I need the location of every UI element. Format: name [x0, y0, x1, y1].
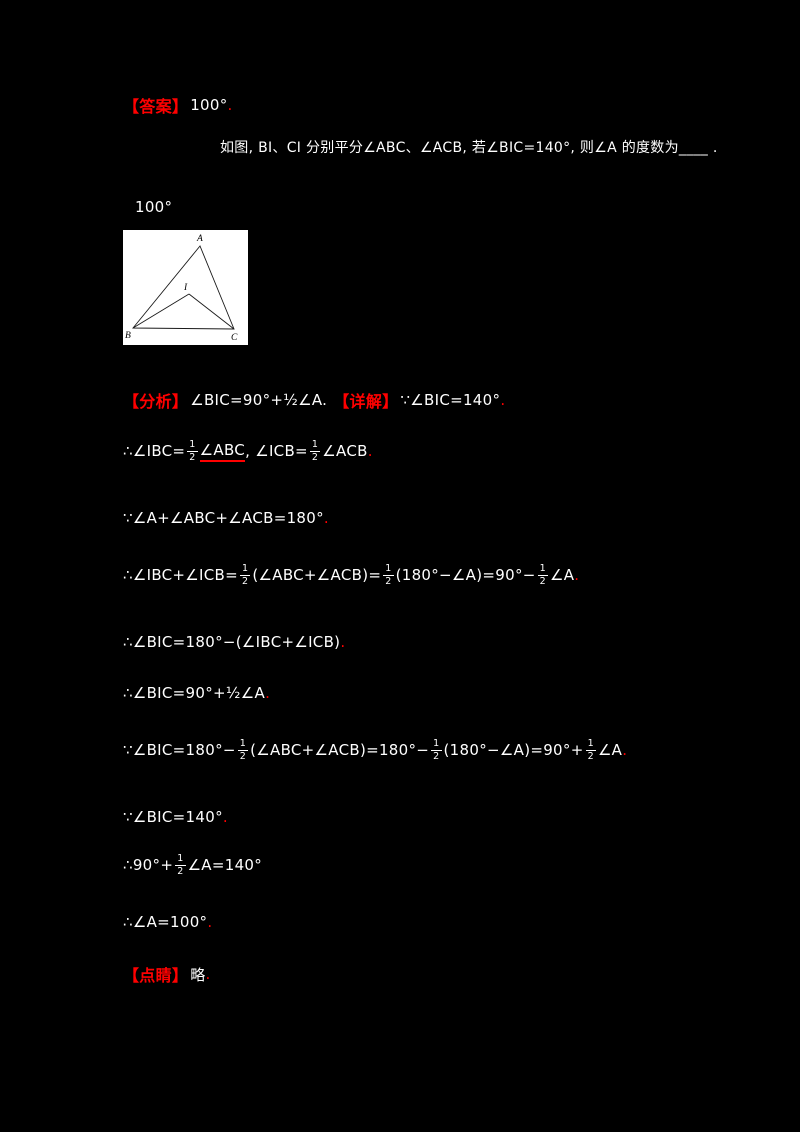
step-text: (180°−∠A)=90°+: [443, 741, 584, 760]
fraction-denominator: 2: [587, 750, 594, 762]
step-line-bic-expression: ∴∠BIC=180°−(∠IBC+∠ICB) .: [123, 633, 345, 651]
fraction-denominator: 2: [539, 575, 546, 587]
summary-period: .: [205, 965, 211, 983]
step-line-conclusion: ∴∠A=100° .: [123, 913, 212, 931]
step-period: .: [265, 684, 271, 702]
summary-line: 【点睛】 略 .: [123, 962, 211, 986]
analysis-label: 【分析】: [123, 392, 189, 411]
step-text: (∠ABC+∠ACB)=180°−: [250, 741, 430, 760]
step-text: ∵∠A+∠ABC+∠ACB=180°: [123, 509, 324, 527]
step-text: , ∠ICB=: [245, 442, 308, 461]
summary-label: 【点睛】: [123, 966, 189, 985]
answer-value: 100°: [190, 96, 228, 114]
fraction-numerator: 1: [187, 439, 198, 452]
step-line-bic-formula: ∴∠BIC=90°+½∠A .: [123, 684, 270, 702]
detail-text: ∵∠BIC=140°: [400, 391, 501, 409]
step-line-given-bic: ∵∠BIC=140° .: [123, 808, 228, 826]
fraction-numerator: 1: [431, 738, 442, 751]
bisector-bi: [132, 293, 190, 329]
triangle-figure: A B C I: [123, 230, 248, 345]
answer-fill-line: 100°: [135, 198, 172, 216]
detail-label: 【详解】: [333, 392, 399, 411]
fraction-denominator: 2: [239, 750, 247, 762]
fraction-denominator: 2: [433, 750, 440, 762]
step-text: ∠A: [597, 741, 623, 760]
step-text: (180°−∠A)=90°−: [395, 566, 536, 585]
step-period: .: [340, 633, 346, 651]
fraction-denominator: 2: [189, 451, 196, 463]
problem-text: 如图, BI、CI 分别平分∠ABC、∠ACB, 若∠BIC=140°, 则∠A…: [220, 140, 718, 156]
step-text: ∵∠BIC=140°: [123, 808, 223, 826]
bisector-ci: [188, 293, 235, 330]
incenter-label-i: I: [183, 283, 188, 293]
analysis-line: 【分析】 ∠BIC=90°+½∠A. 【详解】 ∵∠BIC=140° .: [123, 388, 505, 412]
vertex-label-b: B: [125, 331, 131, 341]
fraction-numerator: 1: [383, 563, 394, 576]
step-period: .: [574, 566, 580, 585]
fraction-numerator: 1: [585, 738, 596, 751]
problem-statement: 如图, BI、CI 分别平分∠ABC、∠ACB, 若∠BIC=140°, 则∠A…: [220, 137, 718, 157]
step-text: ∠A=140°: [187, 856, 263, 875]
step-period: .: [622, 741, 628, 760]
step-text: ∵∠BIC=180°−: [123, 741, 236, 760]
triangle-svg: A B C I: [125, 234, 238, 343]
step-text: ∴∠IBC=: [123, 442, 186, 461]
step-text: ∴∠BIC=180°−(∠IBC+∠ICB): [123, 633, 341, 651]
fraction-denominator: 2: [311, 451, 319, 463]
answer-period: .: [227, 96, 233, 114]
fraction-denominator: 2: [385, 575, 392, 587]
fraction-numerator: 1: [240, 563, 251, 576]
step-text: ∴∠IBC+∠ICB=: [123, 566, 238, 585]
step-text: (∠ABC+∠ACB)=: [252, 566, 382, 585]
step-line-angle-sum: ∵∠A+∠ABC+∠ACB=180° .: [123, 509, 329, 527]
fraction-denominator: 2: [177, 865, 184, 877]
step-period: .: [222, 808, 228, 826]
answer-line: 【答案】 100° .: [123, 93, 233, 117]
summary-text: 略: [190, 965, 206, 984]
step-period: .: [323, 509, 329, 527]
step-text: ∴∠BIC=90°+½∠A: [123, 684, 266, 702]
step-text: ∴∠A=100°: [123, 913, 208, 931]
fraction-denominator: 2: [242, 575, 249, 587]
step-text-underlined: ∠ABC: [199, 441, 246, 462]
triangle-abc: [132, 245, 235, 330]
answer-fill-value: 100°: [135, 198, 173, 216]
fraction-numerator: 1: [309, 439, 321, 452]
answer-label: 【答案】: [123, 97, 189, 116]
step-period: .: [367, 442, 373, 461]
vertex-label-a: A: [196, 234, 203, 244]
fraction-numerator: 1: [175, 853, 186, 866]
step-text: ∠ACB: [322, 442, 368, 461]
step-text: ∴90°+: [123, 856, 174, 875]
detail-period: .: [500, 391, 506, 409]
step-period: .: [207, 913, 213, 931]
fraction-numerator: 1: [537, 563, 548, 576]
step-text: ∠A: [549, 566, 575, 585]
analysis-intro: ∠BIC=90°+½∠A.: [190, 391, 328, 409]
fraction-numerator: 1: [237, 738, 249, 751]
vertex-label-c: C: [231, 333, 238, 343]
